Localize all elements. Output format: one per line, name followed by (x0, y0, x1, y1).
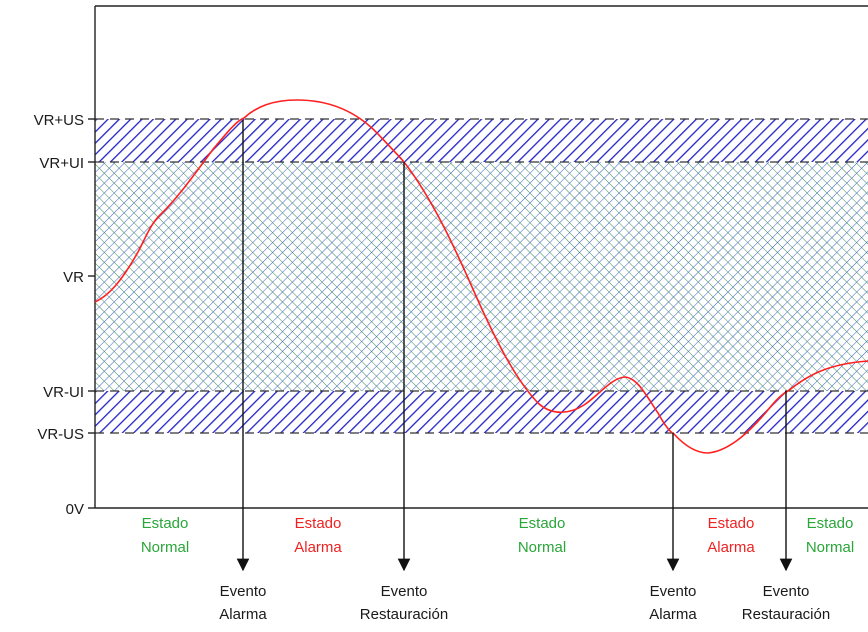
level-lines (95, 118, 868, 434)
state-label-4-line2: Alarma (707, 539, 755, 556)
state-label-5-line2: Normal (806, 539, 854, 556)
level-label-vr-minus-ui: VR-UI (43, 384, 84, 401)
level-label-vr-ui: VR+UI (39, 155, 84, 172)
event-markers (236, 120, 793, 572)
event-label-4-line2: Restauración (742, 606, 830, 623)
event-label-3-line2: Alarma (649, 606, 697, 623)
state-label-5-line1: Estado (807, 515, 854, 532)
signal-curve (94, 99, 868, 454)
level-label-vr: VR (63, 269, 84, 286)
state-label-2-line2: Alarma (294, 539, 342, 556)
event-label-4-line1: Evento (763, 583, 810, 600)
level-label-vr-us: VR+US (34, 112, 84, 129)
event-label-2-line2: Restauración (360, 606, 448, 623)
state-label-3-line1: Estado (519, 515, 566, 532)
upper-hysteresis-band (95, 119, 868, 162)
state-label-1-line1: Estado (142, 515, 189, 532)
state-label-3-line2: Normal (518, 539, 566, 556)
normal-zone-mesh (95, 162, 868, 391)
event-label-2-line1: Evento (381, 583, 428, 600)
level-label-zero: 0V (66, 501, 84, 518)
lower-hysteresis-band (95, 391, 868, 433)
state-label-1-line2: Normal (141, 539, 189, 556)
state-label-2-line1: Estado (295, 515, 342, 532)
event-label-1-line2: Alarma (219, 606, 267, 623)
state-label-4-line1: Estado (708, 515, 755, 532)
state-labels: Estado Normal Estado Alarma Estado Normal Esta… (141, 515, 854, 556)
event-label-1-line1: Evento (220, 583, 267, 600)
event-label-3-line1: Evento (650, 583, 697, 600)
axes (88, 5, 868, 509)
event-labels: Evento Alarma Evento Restauración Evento Alar… (219, 583, 830, 623)
level-label-vr-minus-us: VR-US (37, 426, 84, 443)
